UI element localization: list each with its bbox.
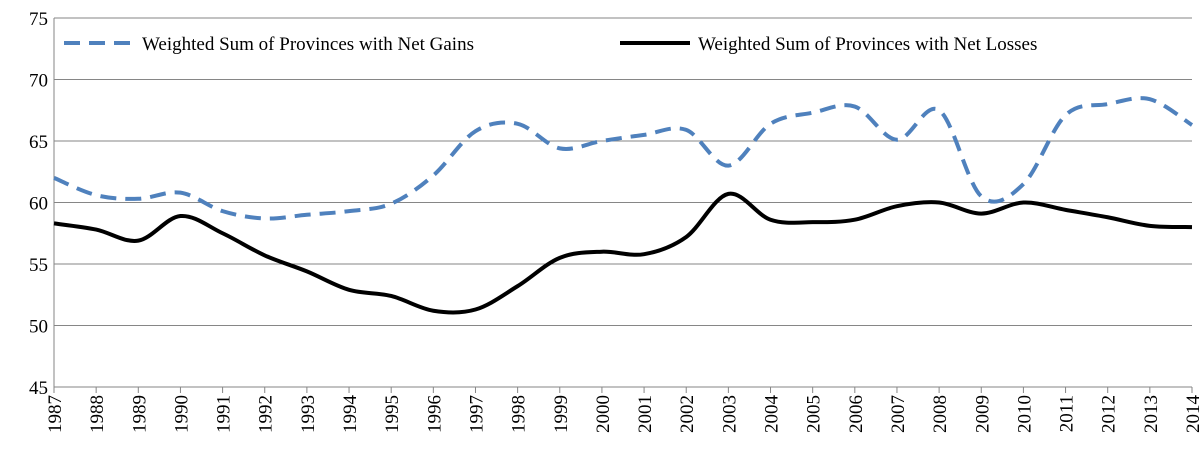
y-tick-label: 75 [29,9,48,30]
x-tick-label: 2004 [762,395,783,434]
x-tick-label: 1999 [551,395,572,433]
y-tick-label: 45 [29,378,48,399]
x-tick-label: 2009 [972,395,993,433]
x-tick-label: 2010 [1014,395,1035,433]
x-tick-label: 1994 [340,395,361,434]
x-tick-label: 2008 [930,395,951,433]
x-tick-label: 1997 [466,395,487,433]
x-tick-label: 2000 [593,395,614,433]
x-tick-label: 1996 [424,395,445,433]
x-tick-label: 2002 [677,395,698,433]
x-tick-label: 1989 [129,395,150,433]
x-tick-label: 1987 [45,395,66,433]
legend-label: Weighted Sum of Provinces with Net Gains [142,34,474,55]
y-tick-label: 60 [29,194,48,215]
x-tick-label: 2011 [1057,395,1078,432]
x-tick-label: 1993 [298,395,319,433]
x-tick-label: 1998 [509,395,530,433]
x-tick-label: 2006 [846,395,867,433]
y-tick-label: 55 [29,255,48,276]
x-tick-label: 2014 [1183,395,1202,434]
x-tick-label: 1991 [214,395,235,433]
y-tick-label: 70 [29,71,48,92]
x-tick-label: 2003 [719,395,740,433]
legend-label: Weighted Sum of Provinces with Net Losse… [698,34,1037,55]
x-tick-label: 2001 [635,395,656,433]
x-tick-label: 1992 [256,395,277,433]
x-tick-label: 1995 [382,395,403,433]
x-tick-label: 2013 [1141,395,1162,433]
series-line [53,191,1193,315]
x-tick-label: 2007 [888,395,909,433]
x-tick-label: 2005 [804,395,825,433]
y-tick-label: 65 [29,132,48,153]
x-tick-label: 1988 [87,395,108,433]
x-tick-label: 2012 [1099,395,1120,433]
y-tick-label: 50 [29,317,48,338]
series-line [53,96,1194,221]
x-tick-label: 1990 [171,395,192,433]
